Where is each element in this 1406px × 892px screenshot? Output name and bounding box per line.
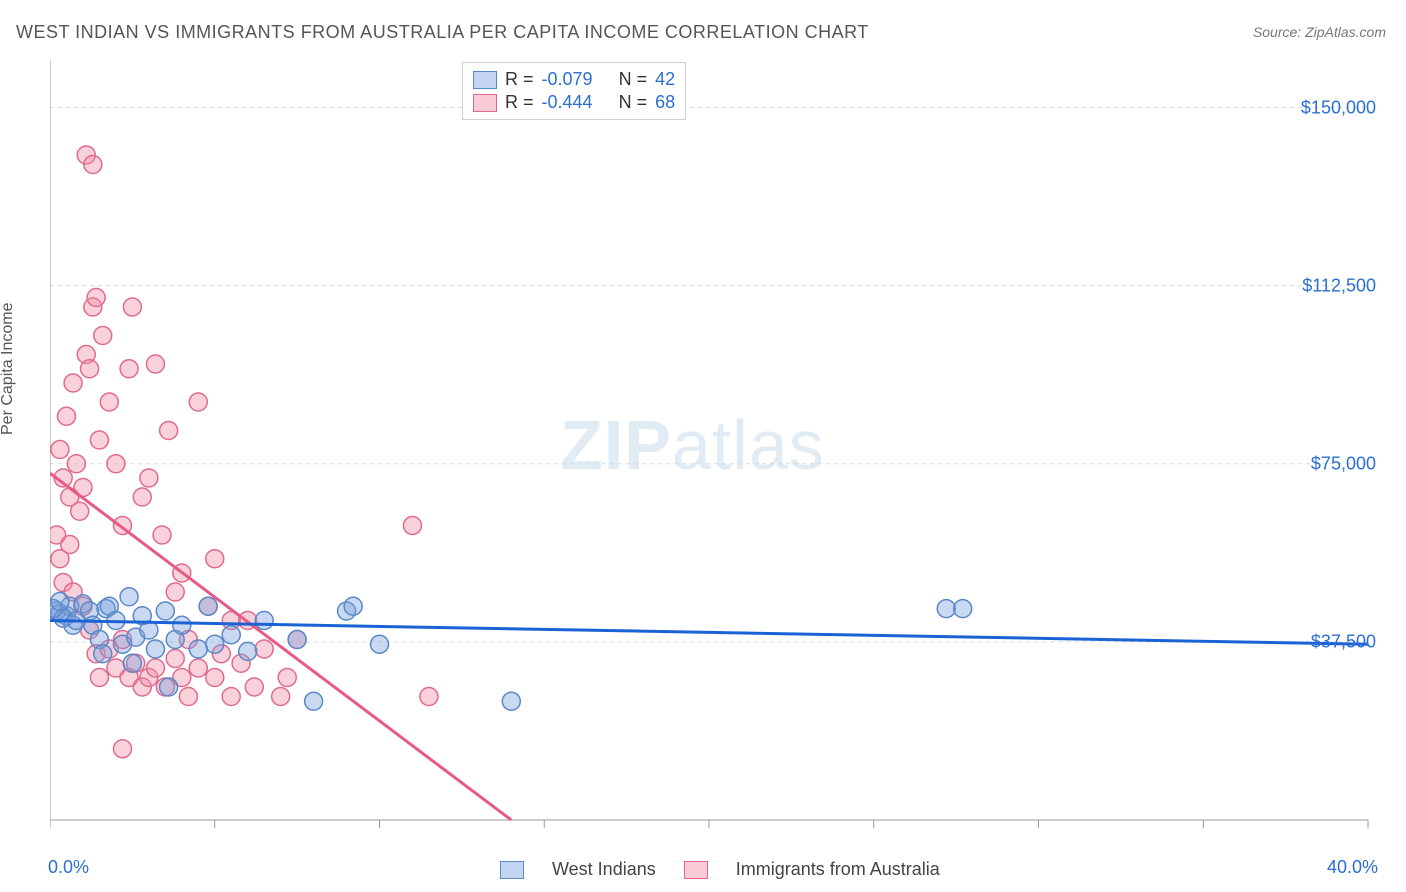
- y-tick: $112,500: [1302, 275, 1376, 296]
- source-label: Source: ZipAtlas.com: [1253, 24, 1386, 40]
- legend-swatch-1: [684, 861, 708, 879]
- plot-svg: [50, 60, 1380, 840]
- n-value-1: 68: [655, 92, 675, 113]
- y-tick: $150,000: [1301, 97, 1376, 118]
- y-tick: $75,000: [1311, 453, 1376, 474]
- scatter-chart: [50, 60, 1380, 840]
- x-axis-min-label: 0.0%: [48, 857, 89, 878]
- stats-row-1: R = -0.444 N = 68: [473, 92, 675, 113]
- chart-title: WEST INDIAN VS IMMIGRANTS FROM AUSTRALIA…: [16, 22, 869, 43]
- chart-container: WEST INDIAN VS IMMIGRANTS FROM AUSTRALIA…: [0, 0, 1406, 892]
- r-value-0: -0.079: [542, 69, 593, 90]
- legend-label-1: Immigrants from Australia: [736, 859, 940, 880]
- stats-swatch-1: [473, 94, 497, 112]
- n-value-0: 42: [655, 69, 675, 90]
- r-value-1: -0.444: [542, 92, 593, 113]
- bottom-legend: West Indians Immigrants from Australia: [500, 859, 940, 880]
- y-tick: $37,500: [1311, 631, 1376, 652]
- stats-legend-box: R = -0.079 N = 42 R = -0.444 N = 68: [462, 62, 686, 120]
- stats-swatch-0: [473, 71, 497, 89]
- r-label-1: R =: [505, 92, 534, 113]
- n-label-1: N =: [619, 92, 648, 113]
- legend-label-0: West Indians: [552, 859, 656, 880]
- y-axis-label: Per Capita Income: [0, 302, 17, 435]
- r-label-0: R =: [505, 69, 534, 90]
- x-axis-max-label: 40.0%: [1327, 857, 1378, 878]
- legend-swatch-0: [500, 861, 524, 879]
- n-label-0: N =: [619, 69, 648, 90]
- stats-row-0: R = -0.079 N = 42: [473, 69, 675, 90]
